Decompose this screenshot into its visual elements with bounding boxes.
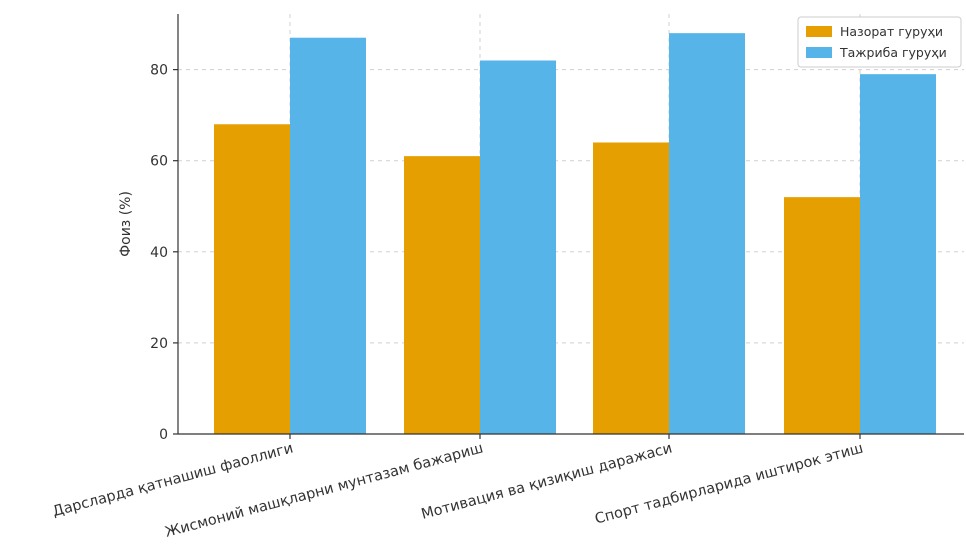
bar-experiment <box>480 60 556 435</box>
x-category-label: Жисмоний машқларни мунтазам бажариш <box>163 440 485 541</box>
y-tick-label: 80 <box>150 63 168 79</box>
y-tick-labels: 0 20 40 60 80 <box>150 63 168 443</box>
bar-experiment <box>290 37 366 435</box>
bar-control <box>593 142 669 435</box>
y-axis-label: Фоиз (%) <box>118 191 134 257</box>
legend-swatch-experiment <box>806 47 832 58</box>
y-tick-label: 40 <box>150 245 168 261</box>
legend-label-experiment: Тажриба гуруҳи <box>839 45 947 60</box>
bar-control <box>784 197 860 434</box>
legend-box <box>797 16 962 68</box>
y-tick-label: 0 <box>159 427 168 443</box>
y-tick-label: 60 <box>150 154 168 170</box>
y-tick-label: 20 <box>150 336 168 352</box>
bar-experiment <box>860 74 936 434</box>
legend: Назорат гуруҳи Тажриба гуруҳи <box>797 16 962 68</box>
axes <box>177 14 964 435</box>
bar-control <box>214 124 290 434</box>
bars <box>214 33 936 435</box>
legend-swatch-control <box>806 26 832 37</box>
bar-experiment <box>669 33 745 434</box>
bar-control <box>404 156 480 434</box>
legend-label-control: Назорат гуруҳи <box>840 24 943 39</box>
